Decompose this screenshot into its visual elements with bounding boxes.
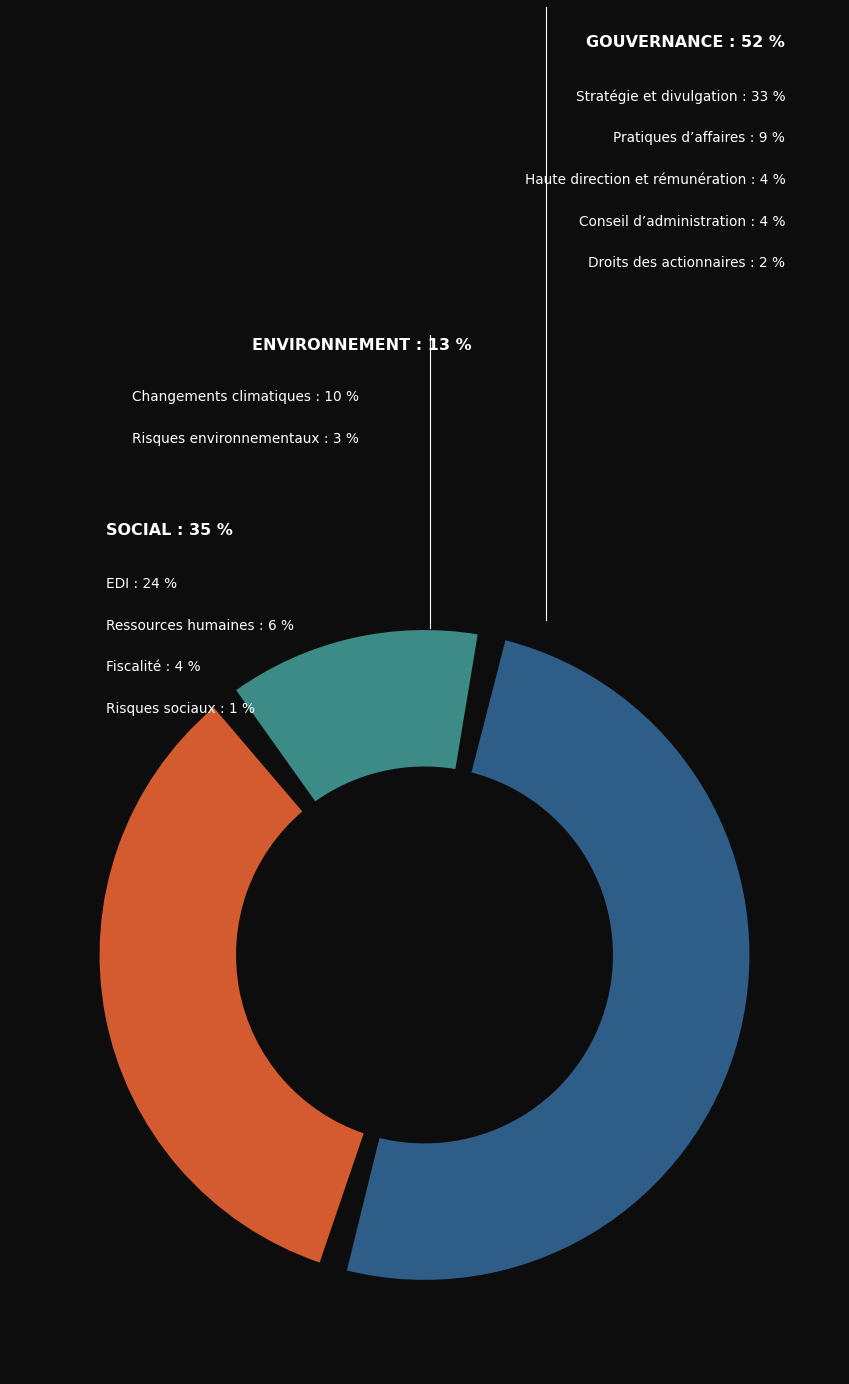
Text: EDI : 24 %: EDI : 24 % xyxy=(106,577,177,591)
Text: Conseil d’administration : 4 %: Conseil d’administration : 4 % xyxy=(579,215,785,228)
Wedge shape xyxy=(236,630,478,801)
Text: Risques sociaux : 1 %: Risques sociaux : 1 % xyxy=(106,702,256,716)
Text: SOCIAL : 35 %: SOCIAL : 35 % xyxy=(106,523,233,538)
Text: Risques environnementaux : 3 %: Risques environnementaux : 3 % xyxy=(132,432,358,446)
Text: Pratiques d’affaires : 9 %: Pratiques d’affaires : 9 % xyxy=(614,131,785,145)
Wedge shape xyxy=(99,707,363,1262)
Text: ENVIRONNEMENT : 13 %: ENVIRONNEMENT : 13 % xyxy=(251,338,471,353)
Wedge shape xyxy=(347,641,750,1280)
Text: GOUVERNANCE : 52 %: GOUVERNANCE : 52 % xyxy=(587,35,785,50)
Text: Fiscalité : 4 %: Fiscalité : 4 % xyxy=(106,660,200,674)
Text: Changements climatiques : 10 %: Changements climatiques : 10 % xyxy=(132,390,358,404)
Text: Ressources humaines : 6 %: Ressources humaines : 6 % xyxy=(106,619,294,632)
Text: Haute direction et rémunération : 4 %: Haute direction et rémunération : 4 % xyxy=(525,173,785,187)
Text: Droits des actionnaires : 2 %: Droits des actionnaires : 2 % xyxy=(588,256,785,270)
Text: Stratégie et divulgation : 33 %: Stratégie et divulgation : 33 % xyxy=(576,90,785,104)
